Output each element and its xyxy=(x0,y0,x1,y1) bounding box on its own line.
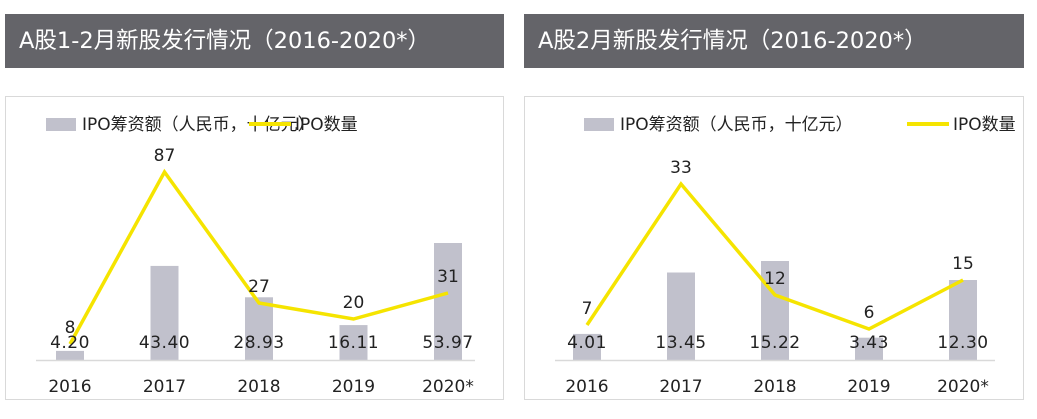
line-data-label: 8 xyxy=(65,318,76,338)
legend-bar-swatch xyxy=(46,118,76,131)
bar-data-label: 12.30 xyxy=(937,333,988,353)
x-tick-label: 2018 xyxy=(753,377,796,397)
bar-data-label: 4.01 xyxy=(567,333,607,353)
bar-data-label: 16.11 xyxy=(328,333,379,353)
legend-bar-label: IPO筹资额（人民币，十亿元） xyxy=(620,115,853,135)
x-tick-label: 2016 xyxy=(565,377,608,397)
line-data-label: 33 xyxy=(670,158,692,178)
bar xyxy=(339,325,368,360)
bar xyxy=(949,279,977,360)
panel-title: A股1-2月新股发行情况（2016-2020*） xyxy=(5,14,504,68)
bar-data-label: 15.22 xyxy=(749,333,800,353)
line-data-label: 15 xyxy=(952,254,974,274)
bar xyxy=(667,272,695,360)
bar xyxy=(573,333,601,360)
bar xyxy=(150,265,179,360)
chart-container: IPO筹资额（人民币，十亿元） IPO数量 8 87 27 20 31 4.20 43.40 28… xyxy=(5,96,504,400)
x-tick-label: 2017 xyxy=(659,377,702,397)
bar xyxy=(434,243,462,360)
x-tick-label: 2020* xyxy=(422,377,474,397)
bar-data-label: 53.97 xyxy=(422,333,473,353)
panel-title: A股2月新股发行情况（2016-2020*） xyxy=(524,14,1024,68)
bar-data-label: 4.20 xyxy=(50,333,90,353)
x-tick-label: 2018 xyxy=(237,377,280,397)
line-data-label: 12 xyxy=(764,269,786,289)
line-series-ipo-count xyxy=(585,181,964,331)
bar-data-label: 3.43 xyxy=(849,333,889,353)
x-tick-label: 2017 xyxy=(143,377,186,397)
x-tick-label: 2020* xyxy=(937,377,989,397)
line-data-label: 20 xyxy=(343,293,365,313)
x-tick-label: 2016 xyxy=(48,377,91,397)
legend-bar-label: IPO筹资额（人民币，十亿元） xyxy=(82,115,315,135)
bar xyxy=(56,350,84,360)
legend: IPO筹资额（人民币，十亿元） IPO数量 xyxy=(584,115,1016,135)
legend-bar-swatch xyxy=(584,118,614,131)
ipo-chart-jan-feb: IPO筹资额（人民币，十亿元）IPO数量 8 87 27 20 31 4.20 43.40 28… xyxy=(36,115,475,397)
bar xyxy=(761,261,789,360)
x-tick-label: 2019 xyxy=(847,377,890,397)
x-tick-label: 2019 xyxy=(332,377,375,397)
bar xyxy=(855,337,883,360)
bar xyxy=(245,297,273,360)
legend-line-label: IPO数量 xyxy=(295,115,358,135)
legend: IPO筹资额（人民币，十亿元）IPO数量 xyxy=(46,115,358,135)
chart-container: IPO筹资额（人民币，十亿元） IPO数量 7 33 12 6 15 4.01 13.45 15.… xyxy=(524,96,1024,400)
ipo-chart-feb: IPO筹资额（人民币，十亿元） IPO数量 7 33 12 6 15 4.01 13.45 15.… xyxy=(555,115,1016,397)
line-series-ipo-count xyxy=(68,168,449,345)
bar-data-label: 43.40 xyxy=(139,333,190,353)
legend-line-label: IPO数量 xyxy=(953,115,1016,135)
line-data-label: 7 xyxy=(582,299,593,319)
line-data-label: 87 xyxy=(154,146,176,166)
bar-data-label: 28.93 xyxy=(233,333,284,353)
line-data-label: 6 xyxy=(864,303,875,323)
line-data-label: 27 xyxy=(248,277,270,297)
line-data-label: 31 xyxy=(437,267,459,287)
bar-data-label: 13.45 xyxy=(655,333,706,353)
